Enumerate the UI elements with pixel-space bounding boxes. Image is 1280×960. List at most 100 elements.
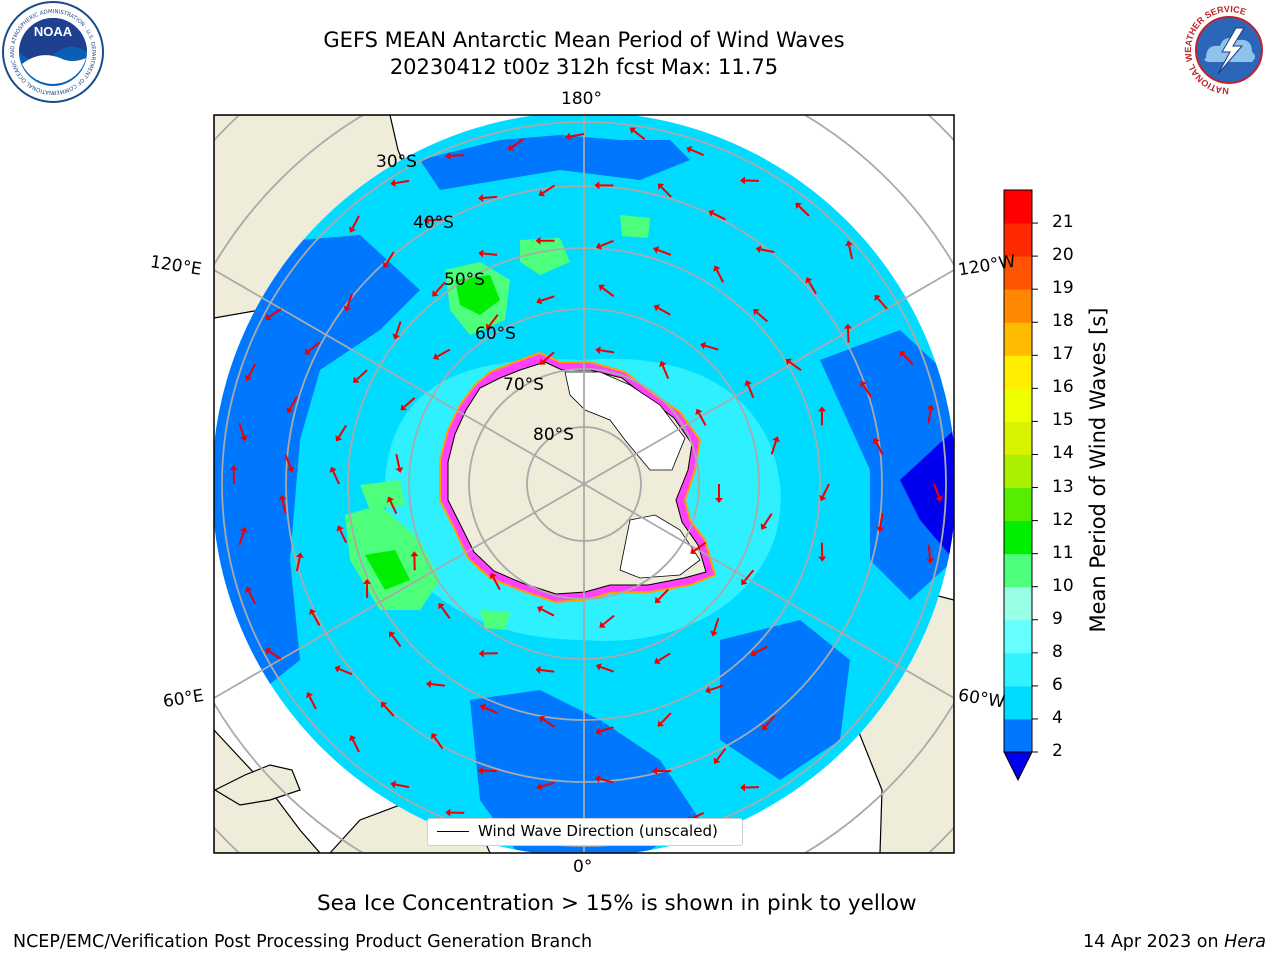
wind-wave-arrow [595, 775, 614, 784]
colorbar-tick-label: 16 [1052, 377, 1074, 398]
wind-wave-arrow [265, 308, 282, 321]
wind-wave-arrow [535, 236, 555, 245]
wind-wave-arrow [926, 404, 935, 424]
wind-wave-arrow [264, 648, 282, 660]
wind-wave-arrow [305, 692, 317, 710]
wind-wave-arrow [304, 341, 321, 355]
wind-wave-arrow [229, 465, 238, 485]
wind-wave-arrow [652, 767, 672, 776]
wind-wave-arrow [478, 249, 498, 258]
wind-wave-arrow [770, 436, 780, 455]
colorbar-segment [1004, 322, 1032, 356]
wind-wave-arrow [876, 513, 885, 533]
footer-date-text: 14 Apr 2023 on [1083, 932, 1225, 952]
wind-wave-arrow [353, 369, 368, 383]
wind-wave-arrow [363, 578, 372, 598]
colorbar-tick-label: 20 [1052, 245, 1074, 266]
wind-wave-arrow [477, 194, 497, 203]
footer-date: 14 Apr 2023 on Hera [1083, 932, 1266, 952]
colorbar-segment [1004, 685, 1032, 720]
colorbar-tick-label: 15 [1052, 410, 1074, 431]
sea-ice-note: Sea Ice Concentration > 15% is shown in … [317, 891, 917, 916]
colorbar-tick-label: 4 [1052, 707, 1063, 728]
wind-wave-arrow [486, 314, 499, 330]
wind-wave-arrow [535, 666, 555, 674]
wind-wave-arrow [343, 293, 354, 312]
map-legend: Wind Wave Direction (unscaled) [427, 818, 743, 846]
noaa-logo: NOAA NATIONAL OCEANIC AND ATMOSPHERIC AD… [0, 0, 104, 103]
wind-wave-arrow [755, 245, 775, 254]
colorbar-segment [1004, 718, 1032, 753]
colorbar-tick-label: 21 [1052, 212, 1074, 233]
wind-wave-arrow [388, 631, 402, 648]
colorbar-tick-label: 11 [1052, 542, 1074, 563]
wind-wave-arrow [933, 483, 943, 502]
wind-wave-arrow [390, 179, 410, 188]
colorbar-tick-label: 18 [1052, 311, 1074, 332]
lat-label-30s: 30°S [376, 152, 417, 172]
wind-wave-arrow [445, 151, 465, 160]
wind-wave-arrow [700, 341, 719, 351]
colorbar-segment [1004, 223, 1032, 257]
wind-wave-arrow [705, 684, 724, 694]
wind-wave-arrow [753, 309, 769, 323]
colorbar-under-triangle [1003, 751, 1033, 782]
colorbar-tick-label: 9 [1052, 608, 1063, 629]
lat-label-80s: 80°S [533, 425, 574, 445]
colorbar-segment [1004, 520, 1032, 555]
wind-wave-arrow [536, 295, 555, 305]
colorbar-segment [1004, 355, 1032, 389]
wind-wave-arrow [382, 251, 395, 269]
footer-credit: NCEP/EMC/Verification Post Processing Pr… [13, 932, 593, 952]
wind-wave-arrow [400, 396, 416, 411]
wind-wave-arrow [438, 602, 451, 619]
colorbar-tick-label: 17 [1052, 344, 1074, 365]
chart-title-line2: 20230412 t00z 312h fcst Max: 11.75 [389, 55, 779, 79]
wind-wave-arrow [760, 513, 773, 530]
wind-wave-arrow [565, 132, 585, 141]
wind-wave-arrow [785, 358, 802, 371]
wind-wave-arrow [432, 281, 446, 297]
wind-wave-arrow [926, 544, 935, 564]
colorbar-tick-label: 6 [1052, 674, 1063, 695]
wind-wave-arrow [845, 240, 854, 260]
wind-wave-arrow [899, 350, 914, 365]
colorbar-segment [1004, 190, 1032, 224]
wind-wave-arrow [335, 424, 347, 442]
colorbar-tick-label: 12 [1052, 509, 1074, 530]
wind-wave-arrow [715, 484, 723, 503]
wind-wave-arrow [245, 586, 257, 605]
lon-label-0: 0° [573, 857, 593, 877]
colorbar-segment [1004, 652, 1032, 687]
colorbar-segment [1004, 289, 1032, 323]
wind-wave-arrow [386, 496, 398, 515]
wind-wave-arrow [238, 526, 248, 546]
wind-wave-arrow [278, 494, 287, 514]
wind-wave-arrow [433, 348, 451, 360]
colorbar-segment [1004, 388, 1032, 422]
wind-wave-arrow [713, 265, 725, 283]
wind-wave-arrow [295, 552, 304, 572]
wind-wave-arrow [819, 483, 830, 502]
wind-wave-arrow [598, 284, 615, 298]
wind-wave-arrow [309, 608, 321, 626]
wind-wave-arrow [537, 605, 555, 617]
wind-wave-arrow [238, 422, 248, 442]
colorbar-segment [1004, 586, 1032, 621]
map-frame [213, 114, 955, 854]
wind-wave-arrow [860, 380, 872, 398]
wind-wave-arrow [595, 239, 614, 250]
chart-title-line1: GEFS MEAN Antarctic Mean Period of Wind … [323, 28, 845, 52]
wind-wave-arrow [599, 614, 615, 628]
wind-wave-arrow [708, 209, 726, 221]
noaa-logo-text: NOAA [34, 24, 73, 39]
lat-label-60s: 60°S [475, 324, 516, 344]
wind-wave-arrow [872, 437, 884, 456]
colorbar [1003, 189, 1038, 782]
wind-wave-arrow [659, 360, 670, 379]
wind-wave-arrow [594, 181, 614, 190]
wind-wave-arrow [539, 351, 555, 365]
wind-wave-arrow [431, 733, 444, 750]
colorbar-segment [1004, 421, 1032, 455]
